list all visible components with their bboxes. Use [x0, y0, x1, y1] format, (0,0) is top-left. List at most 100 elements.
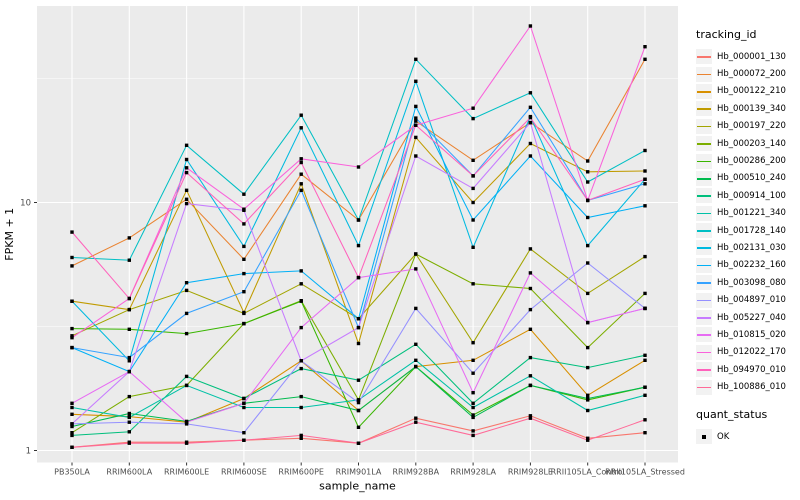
data-point — [184, 441, 189, 445]
data-point — [242, 438, 246, 442]
legend-color-line — [697, 73, 711, 76]
data-point — [127, 394, 131, 399]
x-tick-label: RRIM600SE — [221, 468, 267, 477]
legend-item-Hb_000122_210: Hb_000122_210 — [690, 83, 800, 100]
legend-item-label: Hb_000139_340 — [717, 103, 786, 114]
data-point — [471, 401, 475, 405]
data-point — [414, 119, 418, 123]
data-point — [471, 433, 475, 438]
legend-color-line — [697, 299, 711, 302]
data-point — [528, 374, 533, 378]
data-point — [127, 420, 131, 424]
data-point — [471, 405, 475, 410]
data-point — [471, 186, 475, 191]
data-point — [299, 160, 303, 165]
data-point — [643, 431, 647, 435]
data-point — [184, 374, 189, 379]
data-point — [586, 180, 590, 184]
data-point — [471, 200, 475, 205]
legend-item-Hb_000001_130: Hb_000001_130 — [690, 48, 800, 65]
data-point — [127, 430, 131, 434]
legend-item-Hb_000203_140: Hb_000203_140 — [690, 135, 800, 152]
data-point — [643, 204, 647, 208]
data-point — [127, 307, 131, 312]
legend-item-label: Hb_100886_010 — [717, 382, 786, 393]
data-point — [586, 345, 590, 350]
legend-item-Hb_005227_040: Hb_005227_040 — [690, 309, 800, 326]
data-point — [184, 143, 189, 147]
x-tick-label: RRIM600LA — [106, 468, 152, 477]
data-point — [184, 331, 189, 336]
legend-key — [696, 136, 712, 152]
data-point — [299, 113, 303, 117]
legend-key — [696, 49, 712, 65]
data-point — [471, 218, 475, 222]
data-point — [70, 433, 74, 438]
data-point — [528, 115, 533, 120]
legend-key — [696, 101, 712, 117]
data-point — [528, 105, 533, 109]
legend-items: Hb_000001_130 Hb_000072_200 Hb_000122_210 H… — [690, 48, 800, 396]
legend-color-line — [697, 369, 711, 371]
legend-color-line — [697, 282, 711, 284]
data-point — [643, 177, 647, 181]
data-point — [528, 247, 533, 251]
data-point — [471, 116, 475, 121]
plot-area: PB350LA RRIM600LA RRIM600LE RRIM600SE RRIM60… — [3, 6, 685, 493]
legend-item-Hb_100886_010: Hb_100886_010 — [690, 378, 800, 395]
data-point — [471, 341, 475, 345]
data-point — [586, 170, 590, 174]
data-point — [586, 159, 590, 163]
legend-item-label: Hb_001221_340 — [717, 208, 786, 219]
data-point — [242, 207, 246, 211]
legend-item-Hb_000286_200: Hb_000286_200 — [690, 152, 800, 169]
legend-key — [696, 205, 712, 221]
data-point — [70, 336, 74, 340]
data-point — [643, 148, 647, 153]
data-point — [643, 291, 647, 296]
data-point — [70, 345, 74, 350]
data-point — [242, 405, 246, 410]
data-point — [471, 413, 475, 417]
data-point — [299, 433, 303, 438]
data-point — [242, 192, 246, 196]
legend-item-label: Hb_012022_170 — [717, 347, 786, 358]
legend-item-label: Hb_000510_240 — [717, 173, 786, 184]
ok-legend-key — [696, 429, 712, 444]
data-point — [299, 436, 303, 440]
legend-color-line — [697, 247, 711, 250]
x-tick-label: RRIM928BA — [392, 468, 439, 477]
data-point — [242, 311, 246, 316]
data-point — [528, 91, 533, 95]
legend-item-label: Hb_000122_210 — [717, 86, 786, 97]
data-point — [70, 431, 74, 435]
data-point — [299, 299, 303, 303]
data-point — [414, 252, 418, 256]
data-point — [70, 401, 74, 405]
data-point — [414, 420, 418, 424]
legend-color-line — [697, 90, 711, 93]
data-point — [127, 411, 131, 416]
data-point — [127, 236, 131, 240]
data-point — [184, 281, 189, 285]
legend-key — [696, 223, 712, 239]
data-point — [70, 412, 74, 416]
data-point — [528, 416, 533, 420]
data-point — [184, 170, 189, 175]
legend-item-Hb_000139_340: Hb_000139_340 — [690, 100, 800, 117]
data-point — [471, 158, 475, 162]
y-tick-label: 1 — [26, 447, 31, 457]
data-point — [242, 401, 246, 405]
data-point — [242, 396, 246, 401]
data-point — [127, 258, 131, 262]
legend-key — [696, 292, 712, 308]
data-point — [528, 414, 533, 418]
data-point — [471, 371, 475, 375]
legend-item-Hb_004897_010: Hb_004897_010 — [690, 291, 800, 308]
data-point — [70, 255, 74, 260]
x-tick-label: RRIM600LE — [164, 468, 209, 477]
legend-key — [696, 275, 712, 291]
data-point — [356, 398, 361, 402]
data-point — [528, 383, 533, 388]
legend-item-ok: OK — [690, 428, 800, 445]
